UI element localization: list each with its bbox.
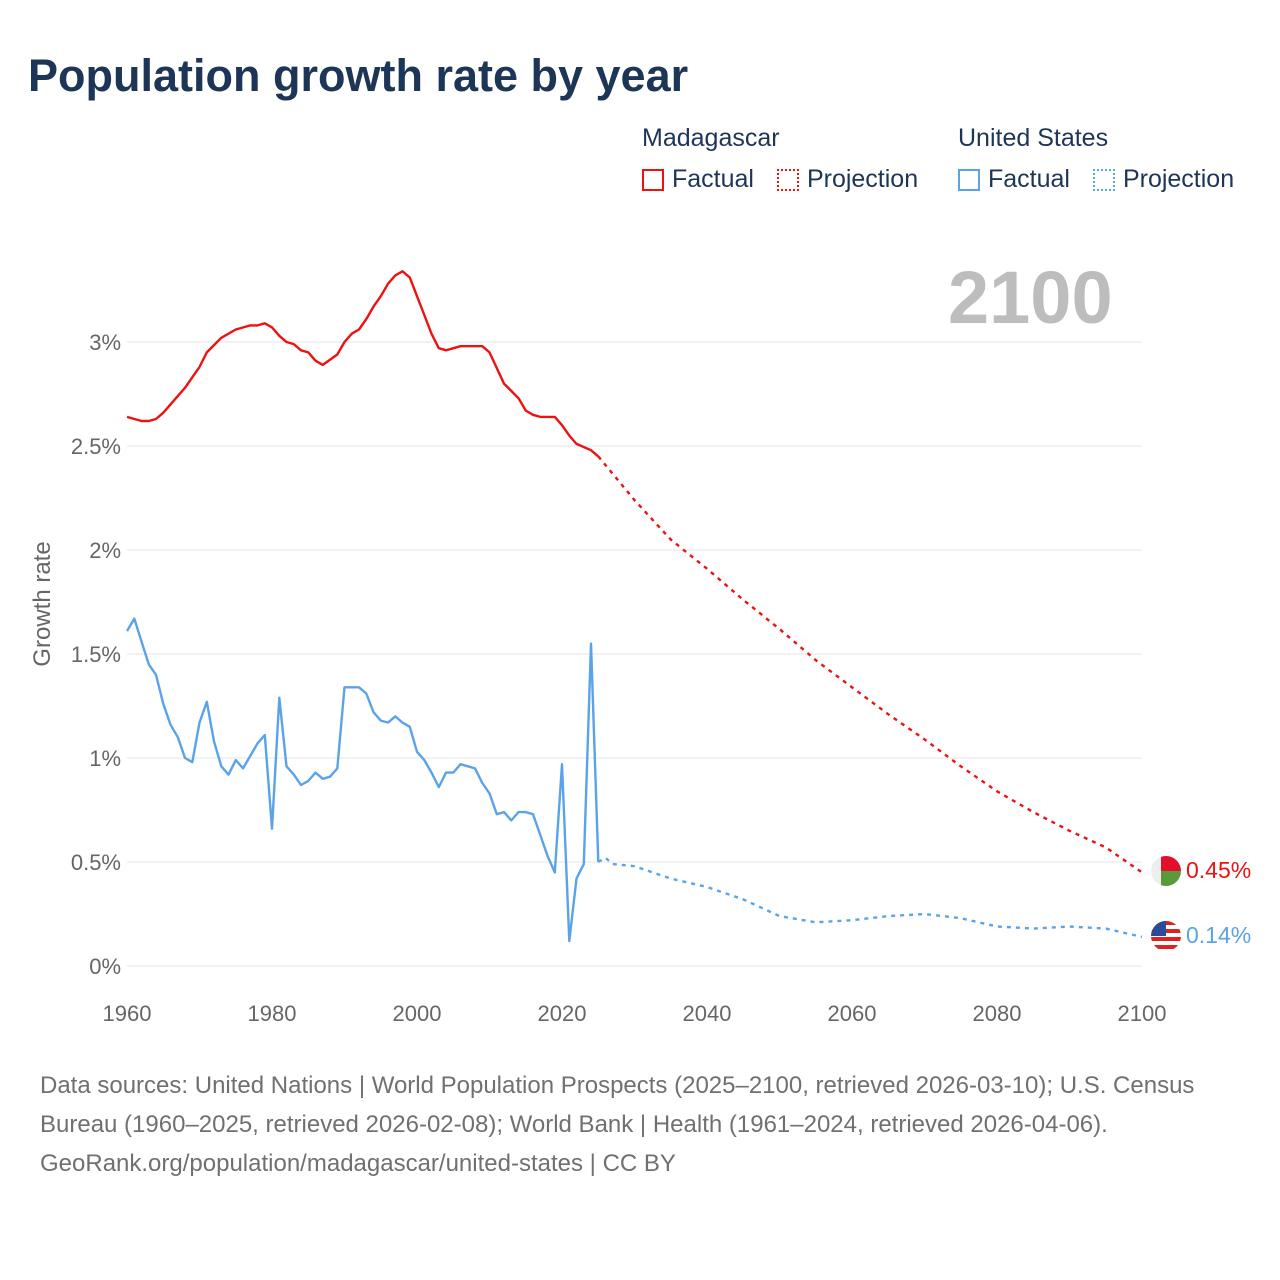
footer: Data sources: United Nations | World Pop… [40, 1066, 1240, 1183]
data-sources: Data sources: United Nations | World Pop… [40, 1072, 1195, 1138]
us-flag-icon [1151, 921, 1181, 951]
x-tick-label: 2080 [973, 1001, 1022, 1026]
x-tick-label: 2020 [538, 1001, 587, 1026]
legend-projection[interactable]: Projection [776, 165, 919, 194]
dotted-swatch-icon [776, 168, 799, 191]
legend-label: Projection [1122, 165, 1235, 193]
x-tick-label: 1980 [248, 1001, 297, 1026]
legend-madagascar: Madagascar Factual Projection [642, 124, 934, 198]
legend-label: Projection [806, 165, 919, 193]
x-tick-label: 2100 [1118, 1001, 1167, 1026]
y-tick-label: 2.5% [71, 434, 121, 459]
solid-swatch-icon [642, 168, 664, 191]
solid-swatch-icon [958, 168, 980, 191]
legend-factual[interactable]: Factual [958, 165, 1070, 194]
x-tick-label: 2060 [828, 1001, 877, 1026]
legend-label: Factual [672, 165, 754, 193]
y-axis-label: Growth rate [29, 541, 56, 666]
current-year-label: 2100 [948, 256, 1113, 339]
x-tick-label: 1960 [103, 1001, 152, 1026]
united-states-projection-line [597, 856, 1143, 939]
united-states-factual-line [125, 617, 600, 943]
y-tick-label: 0% [89, 954, 121, 979]
x-tick-label: 2040 [683, 1001, 732, 1026]
madagascar-end-label: 0.45% [1186, 857, 1251, 883]
madagascar-flag-icon [1151, 856, 1181, 886]
legend-title: United States [958, 124, 1109, 152]
legend-projection[interactable]: Projection [1092, 165, 1235, 194]
y-tick-label: 1% [89, 746, 121, 771]
us-end-label: 0.14% [1186, 922, 1251, 948]
legend-label: Factual [988, 165, 1070, 193]
y-tick-label: 3% [89, 330, 121, 355]
y-tick-label: 1.5% [71, 642, 121, 667]
attribution-link[interactable]: GeoRank.org/population/madagascar/united… [40, 1150, 676, 1177]
dotted-swatch-icon [1092, 168, 1115, 191]
madagascar-factual-line [126, 270, 600, 458]
x-tick-label: 2000 [393, 1001, 442, 1026]
chart-title: Population growth rate by year [28, 50, 689, 101]
y-tick-label: 0.5% [71, 850, 121, 875]
legend-title: Madagascar [642, 124, 780, 152]
legend-united-states: United States Factual Projection [958, 124, 1234, 198]
madagascar-projection-line [597, 455, 1143, 874]
legend-factual[interactable]: Factual [642, 165, 754, 194]
y-tick-label: 2% [89, 538, 121, 563]
